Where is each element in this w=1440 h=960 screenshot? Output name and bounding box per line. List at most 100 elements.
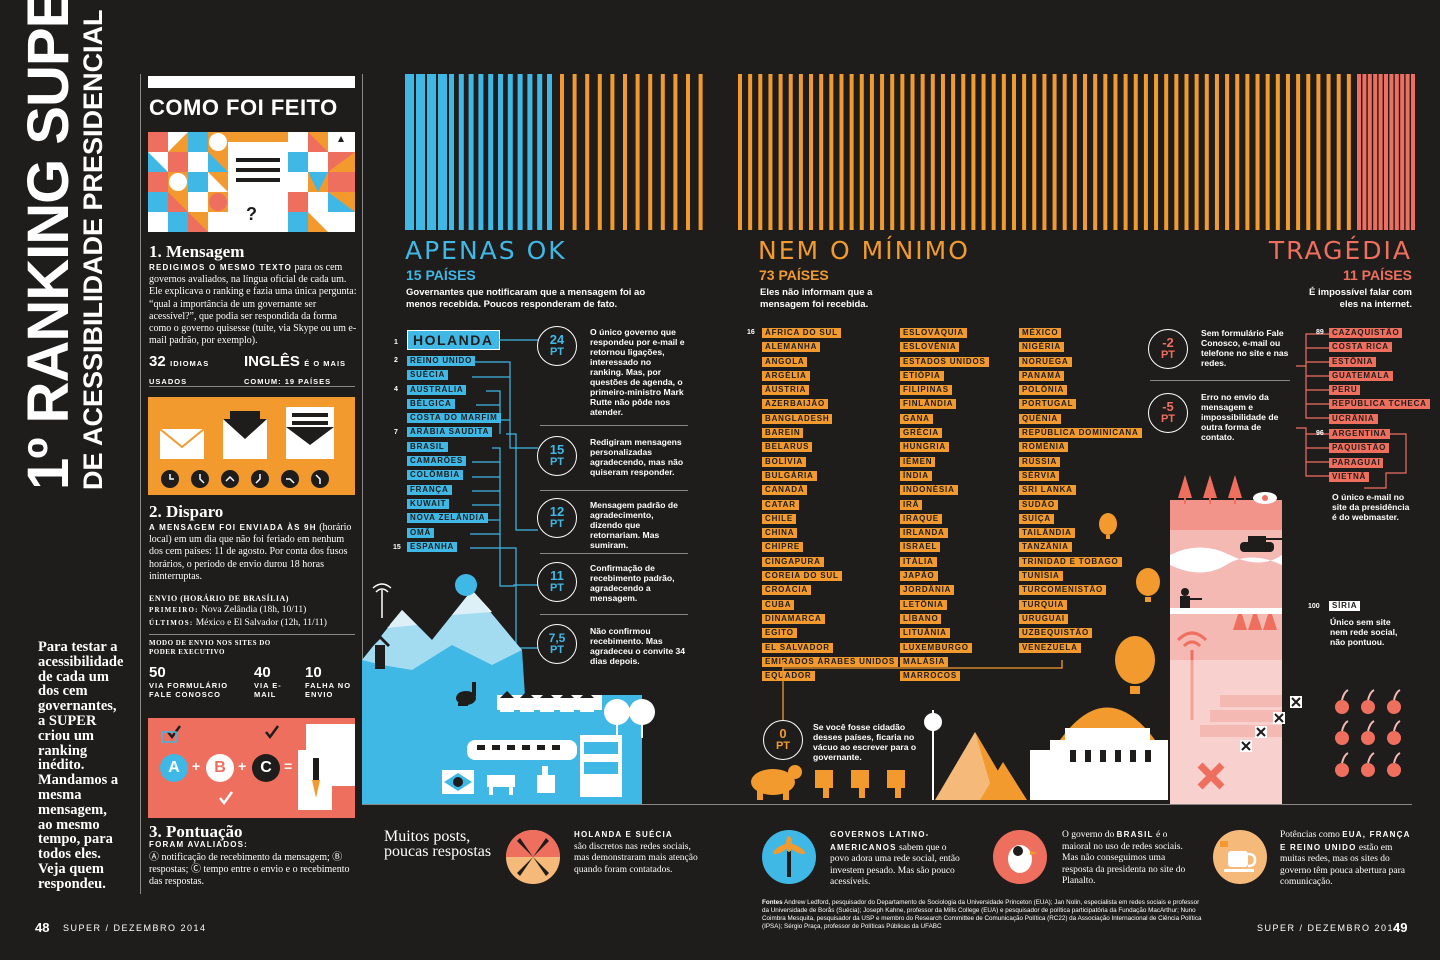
country-label: GANA [900,413,933,424]
country-bar [738,74,742,230]
country-bar [869,74,874,230]
country-label: ANGOLA [762,356,808,367]
country-label: EMIRADOS ÁRABES UNIDOS [762,656,899,667]
country-bar [597,74,602,230]
page-number-right: 49 [1393,920,1408,935]
country-bar [507,74,513,230]
country-bar [1367,74,1372,230]
country-label: URUGUAI [1019,613,1068,624]
country-label: EQUADOR [762,671,815,682]
score-circle-minus-5: -5 PT [1148,393,1188,433]
ok-country-list: REINO UNIDO SUÉCIA AUSTRÁLIA BÉLGICA COSTA D… [407,356,501,556]
country-bar [1052,74,1057,230]
country-bar [648,74,653,230]
capitol-icon [1050,707,1168,800]
wifi-icon [1176,631,1208,720]
zero-pt-circle: 0 PT [763,720,803,760]
country-bar [560,74,564,230]
envelope-letter-icon [286,407,334,459]
country-bar [1062,74,1067,230]
country-label: CHINA [762,528,798,539]
send-last: ÚLTIMOS: México e El Salvador (12h, 11/1… [149,618,327,628]
country-bar [1042,74,1047,230]
country-bar [951,74,956,230]
step1-stat-ingles: INGLÊS É O MAIS COMUM: 19 PAÍSES [244,353,347,386]
trag-country-list-2: ARGENTINA PAQUISTÃO PARAGUAI VIETNÃ [1329,429,1390,486]
country-label: ESTÔNIA [1329,356,1377,367]
sources: Fontes Andrew Ledford, pesquisador do De… [762,899,1202,930]
country-bar [829,74,834,230]
social-item-2: GOVERNOS LATINO-AMERICANOS sabem que o p… [830,830,960,887]
country-bar [1336,74,1341,230]
score-circle-minus-2: -2 PT [1148,329,1188,369]
rank-15: 15 [393,544,401,551]
country-label: AZERBAIJÃO [762,399,829,410]
trag-landscape-illustration [1170,475,1401,805]
country-bar [1083,74,1088,230]
country-label: CINGAPURA [762,556,824,567]
country-label: IÊMEN [900,456,936,467]
double-decker-bus-icon [580,735,622,797]
country-label: CHIPRE [762,542,804,553]
score-circle-24: 24 PT [537,326,577,366]
rank-4: 4 [394,386,398,393]
country-label: CAZAQUISTÃO [1329,328,1403,338]
tank-icon [1240,536,1282,552]
rank-2: 2 [394,357,398,364]
country-label: UCRÂNIA [1329,413,1378,424]
group-min-desc: Eles não informam que a mensagem foi rec… [760,287,873,310]
group-min-count: 73 PAÍSES [759,267,829,283]
step2-body: A MENSAGEM FOI ENVIADA ÀS 9H (horário lo… [149,522,357,583]
envelope-open-icon [223,411,267,459]
country-bar [468,74,474,230]
social-title: Muitos posts, poucas respostas [384,828,492,860]
country-label: REPÚBLICA DOMINICANA [1019,428,1142,439]
ok-landscape-illustration [362,574,673,805]
country-bar [971,74,976,230]
country-label: EL SALVADOR [762,642,833,653]
envelope-icon [159,428,205,459]
country-bar [1285,74,1290,230]
country-label: CROÁCIA [762,585,811,596]
left-column-rule [140,74,141,894]
country-bar [1346,74,1351,230]
country-bar [527,74,533,230]
windmill-icon [370,623,390,669]
country-bar [1093,74,1098,230]
country-label: PANAMÁ [1019,370,1065,381]
group-trag-desc: É impossível falar com eles na internet. [1309,287,1412,310]
country-label: CAMARÕES [407,456,467,467]
country-label: TURQUIA [1019,599,1068,610]
social-item-3: O governo do BRASIL é o maioral no uso d… [1062,830,1186,886]
country-label: ARGÉLIA [762,370,810,381]
country-label: BÉLGICA [407,398,455,409]
country-bar [798,74,803,230]
step3-sub: FORAM AVALIADOS: [149,840,249,849]
country-bar [859,74,864,230]
country-label: KUWAIT [407,498,450,509]
fish-icons [646,750,673,771]
country-bar [788,74,793,230]
country-label: IRLANDA [900,528,948,539]
country-label: REINO UNIDO [407,356,476,366]
social-item-1: HOLANDA E SUÉCIA são discretos nas redes… [574,830,698,875]
step3-title: 3. Pontuação [149,822,243,841]
country-bar [1389,74,1394,230]
country-label: ROMÊNIA [1019,442,1069,453]
step2-lead: A MENSAGEM FOI ENVIADA ÀS 9H [149,523,317,532]
abc-b: B [206,754,234,782]
country-bar [449,74,454,230]
country-label: DINAMARCA [762,613,825,624]
country-bar [547,74,552,230]
score-circle-11: 11 PT [537,562,577,602]
ok-connectors [470,339,538,649]
country-bar [981,74,986,230]
score-text-7-5: Não confirmou recebimento. Mas agradeceu… [590,626,686,666]
mode-stat-1: 50 VIA FORMULÁRIO FALE CONOSCO [149,664,229,699]
min-landscape-illustration [751,513,1168,800]
send-first: PRIMEIRO: Nova Zelândia (18h, 10/11) [149,605,307,615]
country-label: ÁFRICA DO SUL [762,328,841,338]
x-icon [1197,762,1225,790]
country-bar [991,74,996,230]
country-bar [537,74,543,230]
